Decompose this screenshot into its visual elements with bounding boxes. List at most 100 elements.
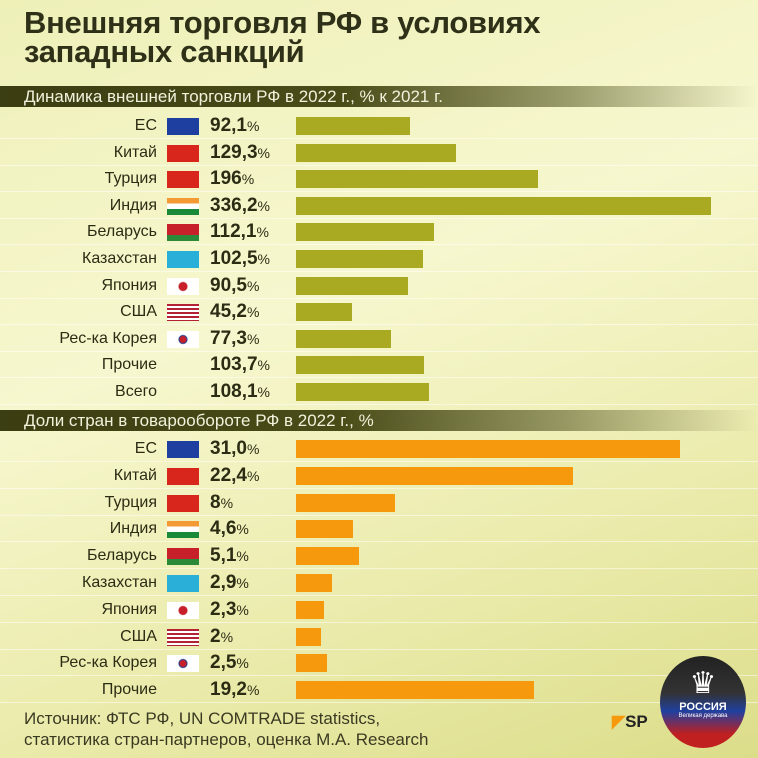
value-label: 129,3%: [210, 142, 270, 164]
chart-row: Прочие 19,2%: [0, 677, 758, 704]
bar: [296, 493, 396, 512]
value-unit: %: [246, 330, 260, 347]
value-number: 77,3: [210, 327, 247, 349]
category-label: Китай: [113, 466, 157, 484]
value-label: 2%: [210, 626, 233, 648]
value-number: 108,1: [210, 381, 258, 402]
value-label: 196%: [210, 168, 254, 190]
value-number: 2,5: [210, 652, 237, 674]
chart-row: Япония 2,3%: [0, 597, 758, 623]
jp-flag-icon: [167, 601, 199, 619]
bar: [296, 574, 332, 592]
value-label: 8%: [210, 492, 233, 514]
chart-row: Всего 108,1%: [0, 379, 758, 405]
us-flag-icon: [167, 628, 199, 646]
bar: [296, 520, 353, 539]
value-unit: %: [257, 144, 270, 161]
value-unit: %: [220, 494, 234, 511]
value-unit: %: [236, 548, 249, 565]
bar: [296, 223, 435, 242]
chart-row: ЕС 31,0%: [0, 436, 758, 462]
value-number: 2,3: [210, 598, 237, 620]
chart-row: Турция 196%: [0, 166, 758, 193]
value-label: 103,7%: [210, 354, 270, 376]
category-label: США: [120, 303, 157, 321]
chart-row: Рес-ка Корея 77,3%: [0, 326, 758, 352]
by-flag-icon: [167, 548, 199, 566]
value-number: 8: [210, 491, 221, 513]
bar: [296, 356, 424, 375]
page-title: Внешняя торговля РФ в условиях западных …: [24, 5, 541, 69]
value-unit: %: [246, 467, 260, 484]
value-unit: %: [236, 601, 249, 618]
category-label: Турция: [104, 170, 157, 188]
bar: [296, 383, 430, 401]
tr-flag-icon: [167, 171, 199, 189]
value-unit: %: [246, 277, 260, 294]
kr-flag-icon: [167, 655, 199, 673]
value-unit: %: [246, 682, 260, 699]
value-number: 196: [210, 168, 242, 190]
value-label: 5,1%: [210, 545, 249, 567]
value-number: 22,4: [210, 464, 247, 486]
bar: [296, 329, 392, 348]
value-label: 92,1%: [210, 115, 259, 137]
value-unit: %: [220, 628, 234, 645]
value-number: 92,1: [210, 115, 247, 136]
chart-row: ЕС 92,1%: [0, 113, 758, 139]
value-number: 102,5: [210, 248, 258, 269]
title-line-1: Внешняя торговля РФ в условиях: [24, 5, 541, 40]
value-label: 4,6%: [210, 518, 249, 540]
jp-flag-icon: [167, 277, 199, 295]
value-label: 90,5%: [210, 275, 259, 297]
value-unit: %: [236, 521, 249, 538]
value-unit: %: [257, 384, 270, 400]
value-label: 31,0%: [210, 438, 259, 460]
value-label: 336,2%: [210, 195, 270, 217]
tr-flag-icon: [167, 494, 199, 512]
eu-flag-icon: [167, 441, 199, 458]
value-number: 19,2: [210, 679, 247, 701]
category-label: Беларусь: [87, 223, 157, 241]
value-label: 108,1%: [210, 381, 270, 403]
category-label: Рес-ка Корея: [59, 654, 157, 672]
us-flag-icon: [167, 304, 199, 322]
bar: [296, 303, 352, 322]
in-flag-icon: [167, 197, 199, 215]
value-label: 2,3%: [210, 599, 249, 621]
source-note: Источник: ФТС РФ, UN COMTRADE statistics…: [24, 708, 429, 750]
value-number: 2: [210, 625, 221, 647]
cn-flag-icon: [167, 144, 199, 162]
chart-row: Казахстан 102,5%: [0, 246, 758, 272]
bar: [296, 547, 360, 566]
value-label: 22,4%: [210, 465, 259, 487]
value-label: 19,2%: [210, 679, 259, 701]
value-number: 90,5: [210, 274, 247, 296]
value-unit: %: [236, 655, 249, 672]
chart-row: Беларусь 112,1%: [0, 219, 758, 246]
section-2-header: Доли стран в товарообороте РФ в 2022 г.,…: [0, 410, 758, 431]
category-label: Индия: [109, 520, 157, 538]
title-line-2: западных санкций: [24, 34, 305, 69]
eu-flag-icon: [167, 118, 199, 135]
value-label: 102,5%: [210, 248, 270, 270]
value-number: 4,6: [210, 518, 237, 540]
value-number: 2,9: [210, 572, 237, 593]
bar: [296, 600, 325, 619]
chart-row: Китай 129,3%: [0, 140, 758, 166]
badge-text: РОССИЯ: [679, 701, 727, 713]
category-label: Прочие: [101, 356, 157, 374]
category-label: ЕС: [134, 440, 157, 457]
value-number: 103,7: [210, 354, 258, 376]
in-flag-icon: [167, 521, 199, 539]
value-label: 77,3%: [210, 328, 259, 350]
section-1-header: Динамика внешней торговли РФ в 2022 г., …: [0, 86, 758, 107]
kr-flag-icon: [167, 330, 199, 348]
value-number: 31,0: [210, 438, 247, 459]
value-unit: %: [257, 357, 270, 374]
bar: [296, 681, 534, 700]
value-number: 45,2: [210, 301, 247, 323]
category-label: Всего: [115, 383, 157, 400]
bar: [296, 276, 408, 295]
value-unit: %: [257, 251, 270, 267]
